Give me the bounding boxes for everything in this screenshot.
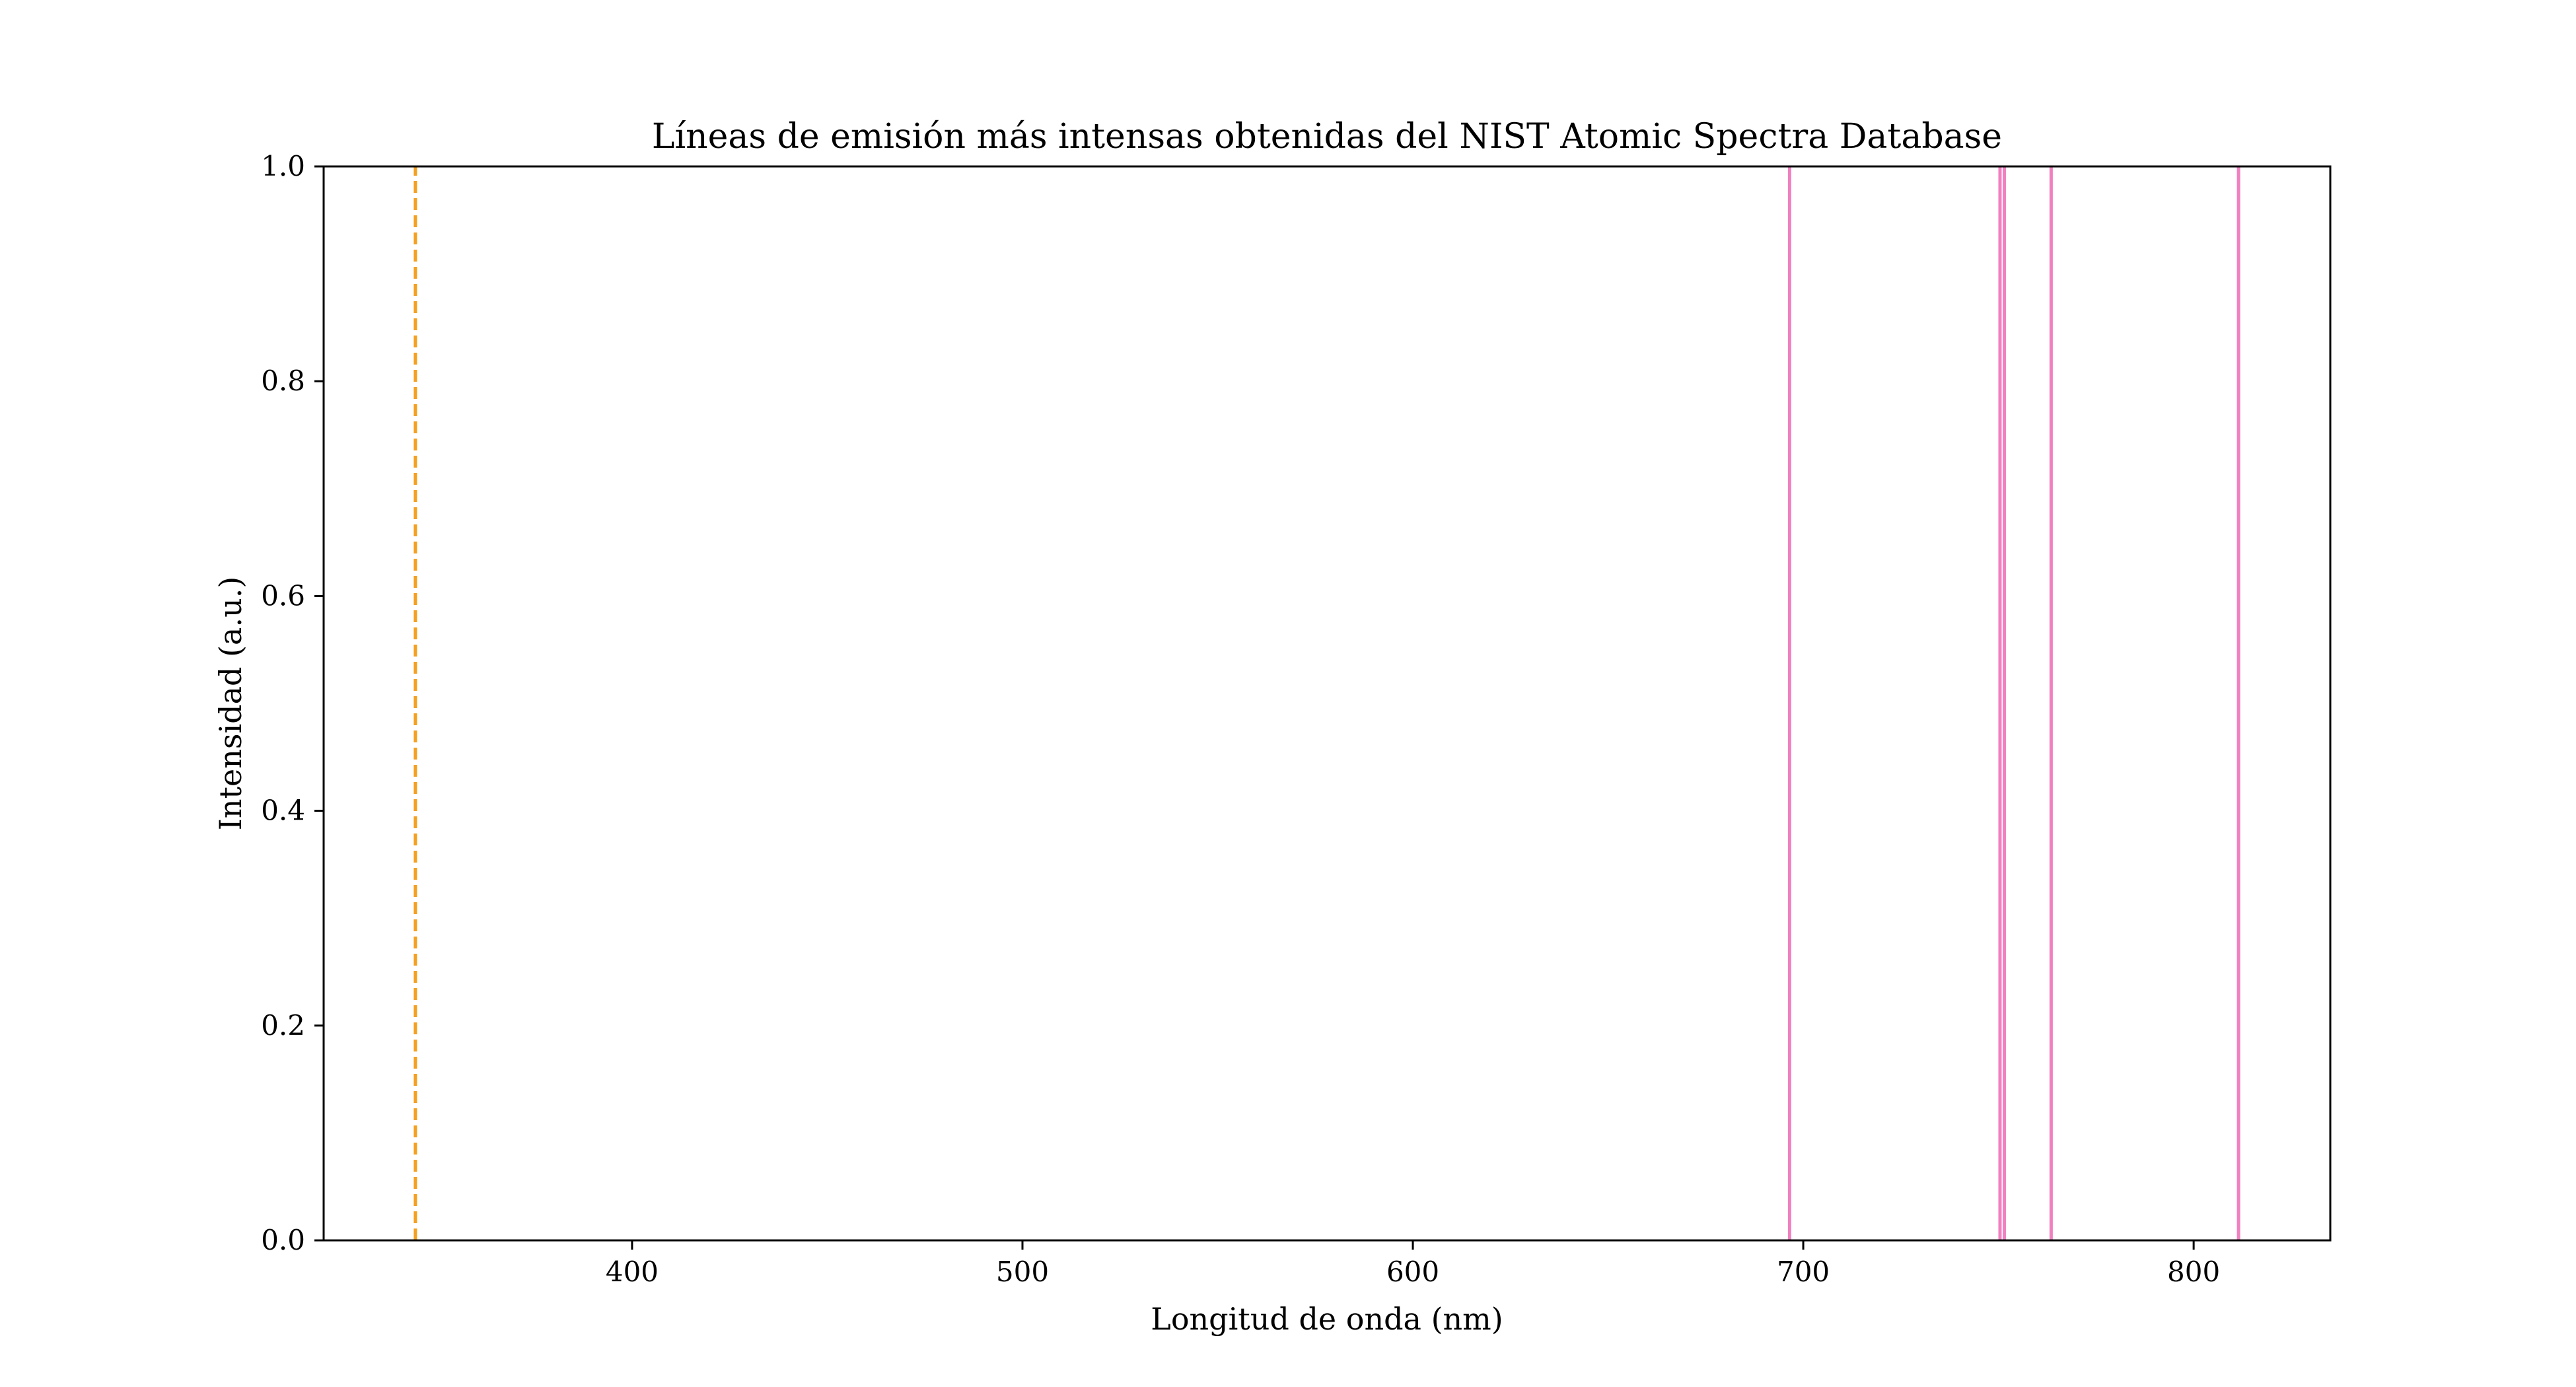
y-axis-label: Intensidad (a.u.) <box>213 577 248 831</box>
plot-frame <box>322 165 2332 1242</box>
x-tick-label: 400 <box>606 1256 659 1288</box>
y-tick-label: 0.4 <box>261 795 305 827</box>
y-tick-label: 0.6 <box>261 579 305 612</box>
plot-area <box>324 166 2330 1240</box>
y-tick-label: 0.0 <box>261 1224 305 1256</box>
x-tick-label: 500 <box>996 1256 1049 1288</box>
x-axis-ticks: 400 500 600 700 800 <box>606 1240 2220 1288</box>
x-tick-label: 600 <box>1386 1256 1439 1288</box>
y-tick-label: 0.2 <box>261 1009 305 1042</box>
x-tick-label: 700 <box>1777 1256 1830 1288</box>
y-tick-label: 1.0 <box>261 150 305 182</box>
y-axis-ticks: 0.0 0.2 0.4 0.6 0.8 1.0 <box>261 150 324 1256</box>
chart-title: Líneas de emisión más intensas obtenidas… <box>652 117 2002 157</box>
x-tick-label: 800 <box>2167 1256 2220 1288</box>
y-tick-label: 0.8 <box>261 365 305 397</box>
emission-lines <box>413 166 2240 1240</box>
x-axis-label: Longitud de onda (nm) <box>1151 1301 1503 1337</box>
